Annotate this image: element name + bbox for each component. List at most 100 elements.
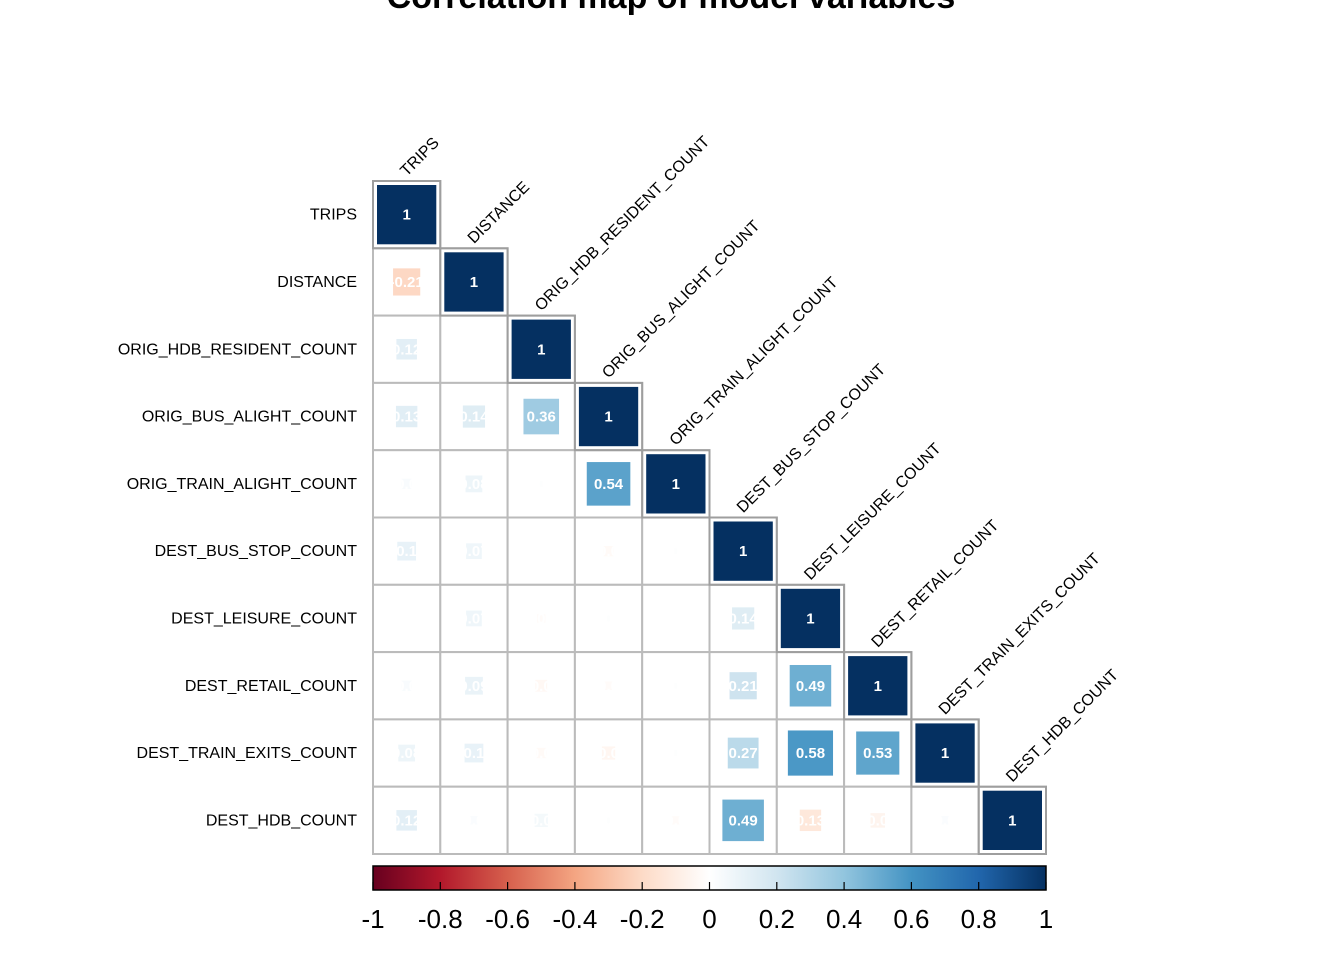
cell-value-6-2: 0 bbox=[537, 610, 545, 627]
cell-value-4-3: 0.54 bbox=[594, 476, 624, 493]
cell-square-3-1 bbox=[462, 405, 486, 428]
cell-value-5-1: 0.07 bbox=[459, 543, 488, 560]
cell-value-3-3: 1 bbox=[604, 409, 612, 426]
colorbar-tick-label-7: 0.4 bbox=[826, 904, 862, 934]
cell-value-0-0: 1 bbox=[402, 207, 410, 224]
diag-frame-9 bbox=[977, 785, 1048, 856]
row-label-7: DEST_RETAIL_COUNT bbox=[185, 678, 357, 695]
cell-square-9-0 bbox=[396, 810, 417, 831]
cell-square-8-4 bbox=[672, 750, 679, 757]
colorbar: -1 -0.8 -0.6 -0.4 -0.2 0 0.2 0.4 0.6 0.8 1 bbox=[361, 865, 1053, 934]
cell-9-4 bbox=[641, 785, 711, 856]
cell-value-3-0: 0.13 bbox=[392, 409, 421, 426]
row-label-5: DEST_BUS_STOP_COUNT bbox=[155, 543, 358, 560]
cell-value-8-2: 0.0 bbox=[531, 745, 552, 762]
cell-value-4-4: 1 bbox=[672, 476, 680, 493]
cell-value-5-0: 0.1 bbox=[396, 543, 417, 560]
cell-value-9-1: 0.0 bbox=[464, 812, 485, 829]
cell-square-3-0 bbox=[395, 405, 418, 428]
cell-value-3-1: 0.14 bbox=[459, 409, 489, 426]
row-label-6: DEST_LEISURE_COUNT bbox=[171, 610, 357, 627]
cell-value-6-6: 1 bbox=[806, 610, 814, 627]
row-label-0: TRIPS bbox=[310, 207, 357, 224]
colorbar-tick-label-8: 0.6 bbox=[893, 904, 929, 934]
cell-value-8-1: 0.1 bbox=[464, 745, 485, 762]
cell-square-7-0 bbox=[401, 680, 412, 691]
col-label-9: DEST_HDB_COUNT bbox=[1003, 666, 1122, 785]
row-label-2: ORIG_HDB_RESIDENT_COUNT bbox=[118, 341, 357, 358]
cell-square-9-7 bbox=[870, 813, 886, 828]
cell-square-8-8 bbox=[915, 723, 975, 783]
cell-square-9-6 bbox=[799, 809, 822, 832]
cell-square-2-0 bbox=[396, 338, 417, 360]
cell-square-6-6 bbox=[780, 588, 841, 649]
cell-square-8-2 bbox=[536, 747, 547, 759]
cell-square-4-4 bbox=[646, 454, 706, 514]
cell-5-2 bbox=[506, 516, 576, 586]
cell-value-7-5: 0.21 bbox=[729, 678, 758, 695]
cell-square-7-6 bbox=[789, 664, 832, 707]
cell-value-1-1: 1 bbox=[470, 274, 478, 291]
cell-square-9-1 bbox=[469, 816, 479, 825]
cell-square-9-3 bbox=[605, 817, 612, 824]
cell-value-8-7: 0.53 bbox=[863, 745, 892, 762]
cell-square-8-6 bbox=[787, 730, 834, 776]
cell-value-5-3: 0.0 bbox=[598, 543, 619, 560]
cell-value-7-3: 0.0 bbox=[598, 678, 619, 695]
cell-square-2-2 bbox=[511, 319, 571, 379]
cell-square-5-4 bbox=[672, 548, 679, 555]
diag-frame-4 bbox=[641, 449, 711, 519]
cell-value-7-4: 0 bbox=[672, 678, 680, 695]
cell-square-0-0 bbox=[377, 185, 437, 245]
colorbar-tick-label-6: 0.2 bbox=[759, 904, 795, 934]
cell-value-5-4: 0 bbox=[672, 543, 680, 560]
row-label-8: DEST_TRAIN_EXITS_COUNT bbox=[137, 745, 358, 762]
diag-frame-0 bbox=[372, 180, 442, 250]
cell-value-4-1: 0.08 bbox=[459, 476, 488, 493]
col-label-8: DEST_TRAIN_EXITS_COUNT bbox=[936, 550, 1104, 718]
cell-value-2-2: 1 bbox=[537, 341, 545, 358]
diag-frame-2 bbox=[506, 314, 576, 384]
cell-value-9-8: 0.0 bbox=[935, 812, 956, 829]
cell-square-7-2 bbox=[535, 679, 548, 692]
cell-square-3-2 bbox=[523, 398, 560, 435]
cell-square-7-1 bbox=[465, 676, 483, 695]
cell-value-8-3: 0.0 bbox=[598, 745, 619, 762]
cell-square-7-4 bbox=[672, 682, 679, 689]
cell-square-4-1 bbox=[465, 475, 483, 493]
cell-value-1-0: -0.21 bbox=[390, 274, 424, 291]
diag-frame-3 bbox=[573, 381, 644, 452]
diag-frame-6 bbox=[775, 583, 846, 654]
cell-square-4-0 bbox=[401, 478, 412, 489]
cell-value-5-5: 1 bbox=[739, 543, 747, 560]
cell-value-8-8: 1 bbox=[941, 745, 949, 762]
cell-square-5-0 bbox=[397, 541, 417, 561]
col-label-6: DEST_LEISURE_COUNT bbox=[801, 440, 945, 584]
col-label-5: DEST_BUS_STOP_COUNT bbox=[734, 361, 889, 516]
cell-square-7-7 bbox=[848, 656, 908, 716]
cell-value-9-6: 0.13 bbox=[796, 812, 825, 829]
cell-square-8-1 bbox=[464, 743, 484, 763]
cell-square-6-2 bbox=[537, 614, 546, 623]
cell-square-9-8 bbox=[940, 816, 950, 825]
cell-square-6-5 bbox=[732, 607, 755, 630]
cell-square-9-5 bbox=[722, 799, 764, 842]
cell-value-8-6: 0.58 bbox=[796, 745, 825, 762]
cell-square-5-3 bbox=[603, 546, 614, 557]
colorbar-tick-label-4: -0.2 bbox=[620, 904, 665, 934]
colorbar-tick-label-5: 0 bbox=[702, 904, 716, 934]
cell-value-9-5: 0.49 bbox=[729, 812, 758, 829]
col-label-3: ORIG_BUS_ALIGHT_COUNT bbox=[599, 217, 763, 381]
cell-value-8-0: 0.08 bbox=[392, 745, 421, 762]
cell-value-7-6: 0.49 bbox=[796, 678, 825, 695]
cell-value-9-9: 1 bbox=[1008, 812, 1016, 829]
colorbar-tick-label-2: -0.6 bbox=[485, 904, 530, 934]
cell-square-8-0 bbox=[398, 744, 416, 762]
cell-3-1 bbox=[439, 381, 509, 452]
cell-square-9-4 bbox=[671, 816, 681, 825]
cell-value-9-4: 0.0 bbox=[665, 812, 686, 829]
row-label-1: DISTANCE bbox=[277, 274, 357, 291]
cell-value-6-5: 0.14 bbox=[729, 610, 759, 627]
cell-9-6 bbox=[775, 785, 846, 856]
